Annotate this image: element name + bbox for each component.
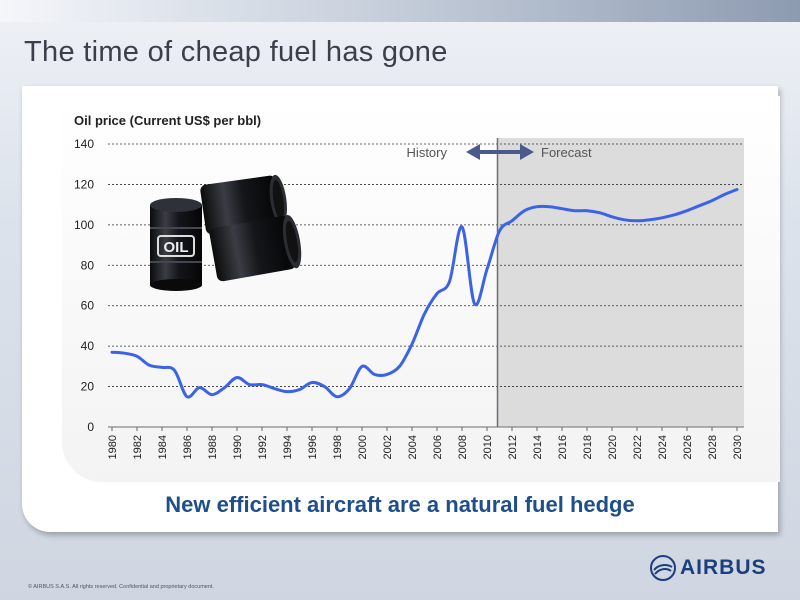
x-tick-label: 1994	[282, 435, 294, 459]
airbus-logo-icon	[650, 555, 676, 581]
x-tick-label: 2012	[507, 435, 519, 459]
oil-label: OIL	[164, 239, 189, 256]
x-tick-label: 2010	[482, 435, 494, 459]
x-tick-label: 2018	[582, 435, 594, 459]
slide-title: The time of cheap fuel has gone	[24, 36, 448, 68]
y-tick-label: 140	[74, 137, 94, 151]
x-tick-label: 2014	[532, 435, 544, 459]
y-tick-labels: 0 20 40 60 80 100 120 140	[74, 137, 94, 434]
airbus-logo-text: AIRBUS	[680, 556, 767, 579]
x-tick-label: 1980	[107, 435, 119, 459]
oil-barrels-icon: OIL	[150, 174, 302, 291]
x-tick-label: 2026	[682, 435, 694, 459]
y-tick-label: 80	[81, 258, 95, 272]
x-tick-label: 2006	[432, 435, 444, 459]
x-tick-label: 2024	[657, 435, 669, 459]
y-tick-label: 0	[87, 420, 94, 434]
x-tick-label: 1990	[232, 435, 244, 459]
x-tick-label: 1986	[182, 435, 194, 459]
x-tick-label: 2002	[382, 435, 394, 459]
x-tick-label: 1992	[257, 435, 269, 459]
slide-subtitle: New efficient aircraft are a natural fue…	[165, 492, 635, 517]
x-tick-label: 2016	[557, 435, 569, 459]
x-tick-label: 1982	[132, 435, 144, 459]
x-tick-label: 2020	[607, 435, 619, 459]
x-tick-label: 2028	[707, 435, 719, 459]
y-tick-label: 100	[74, 218, 94, 232]
forecast-label: Forecast	[541, 145, 592, 160]
x-tick-label: 1998	[332, 435, 344, 459]
x-tick-label: 1984	[157, 435, 169, 459]
oil-price-line	[110, 188, 739, 399]
x-tick-label: 1988	[207, 435, 219, 459]
x-tick-label: 2030	[732, 435, 744, 459]
y-tick-label: 120	[74, 177, 94, 191]
x-tick-labels: 1980 1982 1984 1986 1988 1990 1992 1994 1996 1998…	[107, 427, 744, 459]
x-tick-label: 1996	[307, 435, 319, 459]
x-tick-label: 2008	[457, 435, 469, 459]
airbus-logo: AIRBUS	[650, 552, 780, 584]
y-tick-label: 60	[81, 299, 95, 313]
x-tick-label: 2000	[357, 435, 369, 459]
history-label: History	[407, 145, 448, 160]
top-banner	[0, 0, 800, 22]
copyright-footer: © AIRBUS S.A.S. All rights reserved. Con…	[28, 584, 214, 590]
x-tick-label: 2004	[407, 435, 419, 459]
double-arrow-icon	[466, 144, 534, 160]
y-axis-label: Oil price (Current US$ per bbl)	[74, 113, 261, 128]
y-tick-label: 40	[81, 339, 95, 353]
y-tick-label: 20	[81, 380, 95, 394]
forecast-region	[497, 138, 744, 427]
x-tick-label: 2022	[632, 435, 644, 459]
